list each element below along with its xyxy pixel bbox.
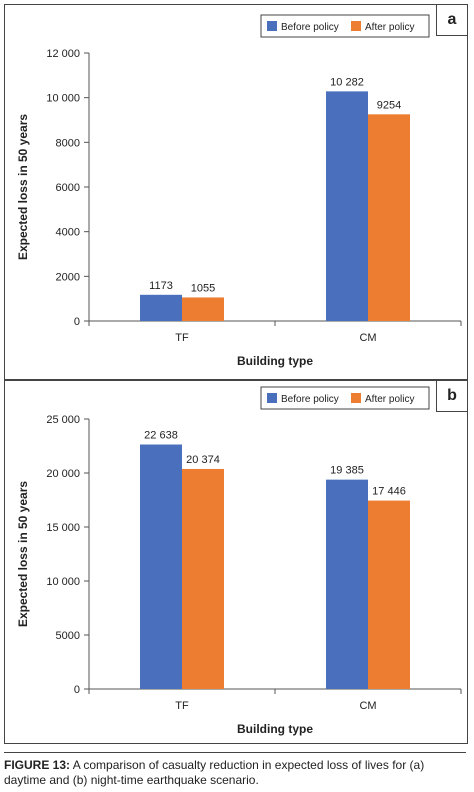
y-tick-label: 15 000 [46, 522, 80, 534]
y-axis-title: Expected loss in 50 years [16, 114, 30, 260]
legend-label: Before policy [281, 394, 339, 405]
data-label: 19 385 [330, 465, 364, 477]
x-tick-label: CM [359, 332, 376, 344]
bar [368, 114, 410, 321]
data-label: 9254 [377, 99, 401, 111]
legend-swatch [267, 393, 277, 403]
figure-label: FIGURE 13: [4, 758, 71, 772]
caption-rule [4, 752, 466, 753]
y-tick-label: 4000 [56, 227, 80, 239]
legend-swatch [351, 21, 361, 31]
y-tick-label: 25 000 [46, 414, 80, 426]
legend-label: Before policy [281, 22, 339, 33]
data-label: 1173 [149, 280, 173, 292]
y-tick-label: 0 [74, 684, 80, 696]
chart-panel-b: 0 5000 10 000 15 000 20 000 25 000 TF 22 638 20 … [4, 380, 468, 744]
panel-label-a: a [436, 5, 467, 36]
y-tick-label: 10 000 [46, 576, 80, 588]
y-tick-label: 2000 [56, 271, 80, 283]
bar [368, 500, 410, 689]
data-label: 10 282 [330, 76, 364, 88]
bar-chart-a: 0 2000 4000 6000 8000 10 000 12 000 TF 1173 1055 C… [16, 14, 462, 368]
bar [182, 468, 224, 689]
x-axis-title: Building type [237, 722, 313, 736]
caption-text: A comparison of casualty reduction in ex… [4, 758, 425, 787]
bar [326, 91, 368, 321]
bar [326, 479, 368, 689]
bar-chart-b: 0 5000 10 000 15 000 20 000 25 000 TF 22 638 20 … [16, 386, 462, 736]
y-tick-label: 20 000 [46, 468, 80, 480]
y-tick-label: 12 000 [46, 48, 80, 60]
y-tick-label: 5000 [56, 630, 80, 642]
bar [182, 297, 224, 321]
data-label: 22 638 [144, 430, 178, 442]
y-tick-label: 10 000 [46, 93, 80, 105]
legend-box [260, 386, 430, 410]
legend-label: After policy [365, 22, 414, 33]
panel-label-b: b [436, 381, 467, 412]
legend-box [260, 14, 430, 38]
x-axis-title: Building type [237, 354, 313, 368]
legend-label: After policy [365, 394, 414, 405]
y-tick-label: 0 [74, 316, 80, 328]
y-axis-title: Expected loss in 50 years [16, 481, 30, 627]
y-tick-label: 8000 [56, 137, 80, 149]
legend-swatch [267, 21, 277, 31]
x-tick-label: TF [175, 700, 189, 712]
data-label: 1055 [191, 282, 215, 294]
chart-panel-a: 0 2000 4000 6000 8000 10 000 12 000 TF 1173 1055 C… [4, 4, 468, 380]
x-tick-label: CM [359, 700, 376, 712]
bar [140, 444, 182, 689]
data-label: 17 446 [372, 486, 406, 498]
figure-caption: FIGURE 13: A comparison of casualty redu… [4, 758, 466, 788]
data-label: 20 374 [186, 454, 220, 466]
legend-swatch [351, 393, 361, 403]
bar [140, 294, 182, 321]
y-tick-label: 6000 [56, 182, 80, 194]
x-tick-label: TF [175, 332, 189, 344]
